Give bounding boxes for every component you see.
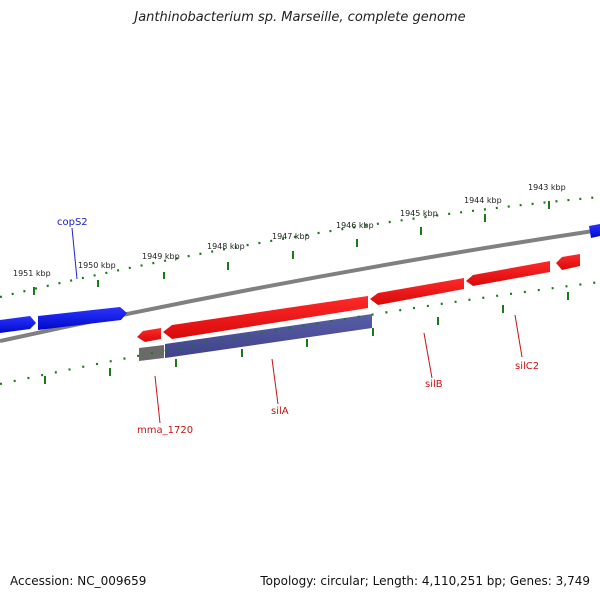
silC2-leader: [514, 314, 523, 358]
scale-label: 1950 kbp: [78, 261, 116, 270]
gene-arrow-blue-right[interactable]: [589, 224, 600, 238]
scale-label: 1945 kbp: [400, 209, 438, 218]
accession-text: Accession: NC_009659: [10, 574, 147, 588]
scale-label: 1949 kbp: [142, 252, 180, 261]
gene-labels: copS2 mma_1720 silA silB silC2: [57, 217, 539, 436]
gene-label-copS2[interactable]: copS2: [57, 217, 88, 228]
silA-leader: [271, 358, 279, 405]
gene-arrow-silB[interactable]: [370, 278, 464, 305]
scale-label: 1947 kbp: [272, 232, 310, 241]
gene-arrow-silC2[interactable]: [466, 261, 550, 286]
mma_1720-leader: [154, 375, 161, 424]
scale-label: 1944 kbp: [464, 196, 502, 205]
silB-leader: [423, 332, 433, 379]
scale-label: 1948 kbp: [207, 242, 245, 251]
gene-label-mma_1720[interactable]: mma_1720: [137, 425, 193, 436]
reverse-strand-genes: [137, 254, 580, 342]
scale-labels: 1951 kbp 1950 kbp 1949 kbp 1948 kbp 1947…: [13, 183, 566, 278]
scale-label: 1946 kbp: [336, 221, 374, 230]
gene-arrow-silA[interactable]: [163, 296, 368, 339]
gene-label-silA[interactable]: silA: [271, 406, 289, 417]
inner-scale-track: [0, 280, 600, 386]
map-title: Janthinobacterium sp. Marseille, complet…: [134, 10, 466, 25]
outer-scale-track: [0, 195, 600, 299]
gene-arrow-blue[interactable]: [0, 316, 36, 333]
copS2-leader: [71, 227, 78, 280]
inner-dot-line: [0, 280, 600, 386]
scale-label: 1943 kbp: [528, 183, 566, 192]
gene-arrow-red-small[interactable]: [556, 254, 580, 270]
scale-label: 1951 kbp: [13, 269, 51, 278]
genome-summary: Topology: circular; Length: 4,110,251 bp…: [260, 574, 590, 588]
feature-purple[interactable]: [165, 314, 372, 358]
genome-backbone: [0, 228, 600, 343]
gene-label-silB[interactable]: silB: [425, 379, 443, 390]
gene-label-silC2[interactable]: silC2: [515, 361, 539, 372]
gene-arrow-mma_1720-red[interactable]: [137, 328, 161, 342]
forward-strand-genes: [0, 224, 600, 333]
gene-arrow-copS2[interactable]: [38, 307, 127, 330]
